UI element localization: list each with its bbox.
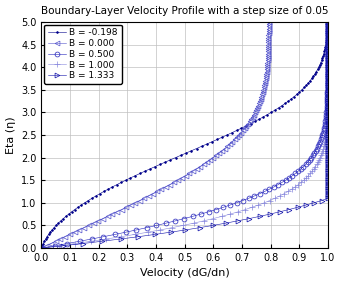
B = -0.198 [300,88,304,91]
B = 0.500 [326,77,330,80]
B = 1.000 [146,231,150,234]
B = -0.198 [48,231,52,234]
Title: Boundary-Layer Velocity Profile with a step size of 0.05: Boundary-Layer Velocity Profile with a s… [41,6,328,16]
B = 1.000 [40,246,44,250]
B = 1.333 [326,77,330,80]
B = 0.500 [263,190,267,193]
B = 1.000 [326,20,330,24]
Line: B = 0.500: B = 0.500 [39,20,330,250]
B = 1.000 [325,111,329,114]
B = 1.333 [168,231,173,234]
Line: B = 1.333: B = 1.333 [39,20,330,250]
Line: B = 0.000: B = 0.000 [39,20,271,250]
B = -0.198 [326,20,330,24]
B = 0.000 [73,231,77,234]
B = 1.000 [326,77,330,80]
B = 0.500 [326,20,330,24]
X-axis label: Velocity (dG/dn): Velocity (dG/dn) [140,268,229,278]
B = 1.000 [322,142,326,146]
Line: B = -0.198: B = -0.198 [40,20,329,250]
B = 0.000 [253,111,257,114]
B = 1.333 [326,20,330,24]
B = 1.333 [326,88,330,91]
Y-axis label: Eta (η): Eta (η) [5,116,16,154]
B = 1.000 [286,190,290,193]
B = 1.333 [40,246,44,250]
Line: B = 1.000: B = 1.000 [39,19,330,251]
B = -0.198 [269,111,273,114]
B = -0.198 [40,246,44,250]
B = 1.333 [326,190,330,193]
B = -0.198 [310,77,314,80]
B = 0.000 [267,20,271,24]
B = 0.000 [40,246,44,250]
B = 1.333 [326,142,330,146]
B = 0.000 [155,190,159,193]
B = 0.500 [325,88,329,91]
B = 0.000 [228,142,232,146]
B = 0.500 [317,142,321,146]
B = 0.500 [124,231,128,234]
B = 1.000 [326,88,330,91]
B = -0.198 [205,142,209,146]
B = 0.500 [324,111,328,114]
B = 1.333 [326,111,330,114]
B = 0.000 [264,77,268,80]
B = 0.000 [261,88,265,91]
B = 0.500 [40,246,44,250]
B = -0.198 [102,190,106,193]
Legend: B = -0.198, B = 0.000, B = 0.500, B = 1.000, B = 1.333: B = -0.198, B = 0.000, B = 0.500, B = 1.… [44,25,122,84]
